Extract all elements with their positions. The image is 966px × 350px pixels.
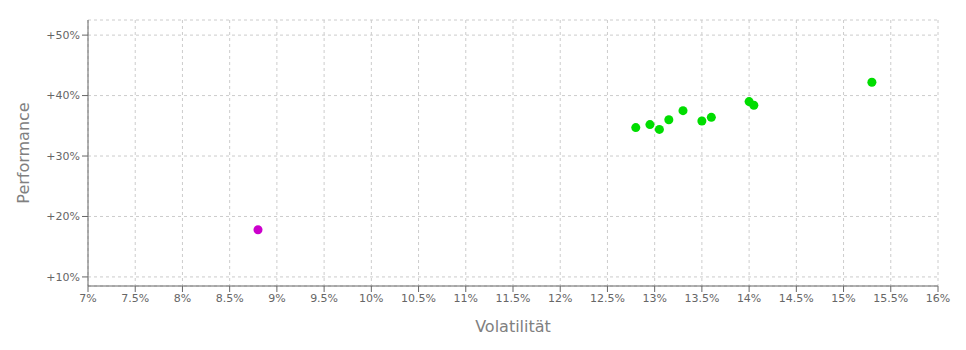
svg-text:11.5%: 11.5% bbox=[496, 292, 531, 305]
svg-text:+40%: +40% bbox=[46, 89, 80, 102]
svg-text:9.5%: 9.5% bbox=[310, 292, 338, 305]
svg-text:Volatilität: Volatilität bbox=[475, 317, 551, 336]
svg-text:10.5%: 10.5% bbox=[401, 292, 436, 305]
svg-text:13%: 13% bbox=[642, 292, 666, 305]
svg-text:16%: 16% bbox=[926, 292, 950, 305]
svg-text:14.5%: 14.5% bbox=[779, 292, 814, 305]
svg-text:15%: 15% bbox=[831, 292, 855, 305]
svg-text:+10%: +10% bbox=[46, 271, 80, 284]
svg-text:8%: 8% bbox=[174, 292, 191, 305]
svg-text:12%: 12% bbox=[548, 292, 572, 305]
svg-text:+50%: +50% bbox=[46, 29, 80, 42]
svg-text:9%: 9% bbox=[268, 292, 285, 305]
svg-text:15.5%: 15.5% bbox=[873, 292, 908, 305]
svg-text:Performance: Performance bbox=[14, 102, 33, 203]
svg-text:+30%: +30% bbox=[46, 150, 80, 163]
svg-text:8.5%: 8.5% bbox=[216, 292, 244, 305]
svg-text:13.5%: 13.5% bbox=[684, 292, 719, 305]
svg-text:10%: 10% bbox=[359, 292, 383, 305]
svg-text:12.5%: 12.5% bbox=[590, 292, 625, 305]
svg-text:11%: 11% bbox=[454, 292, 478, 305]
svg-text:7.5%: 7.5% bbox=[121, 292, 149, 305]
svg-text:7%: 7% bbox=[79, 292, 96, 305]
svg-text:14%: 14% bbox=[737, 292, 761, 305]
svg-text:+20%: +20% bbox=[46, 210, 80, 223]
